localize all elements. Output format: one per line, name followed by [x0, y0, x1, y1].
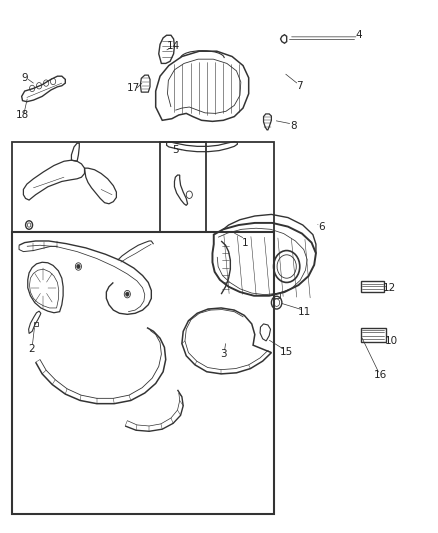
Text: 12: 12 [383, 283, 396, 293]
Text: 3: 3 [220, 349, 227, 359]
Text: 8: 8 [290, 120, 297, 131]
Text: 18: 18 [16, 110, 29, 120]
Bar [160, 142, 274, 232]
Text: 16: 16 [374, 370, 387, 381]
Text: 17: 17 [127, 83, 141, 93]
Bar [12, 232, 274, 514]
Text: 9: 9 [21, 73, 28, 83]
Text: 1: 1 [242, 238, 248, 247]
Text: 5: 5 [172, 144, 179, 155]
Text: 7: 7 [297, 81, 303, 91]
Text: 4: 4 [355, 30, 362, 41]
Text: 15: 15 [280, 346, 293, 357]
Text: 14: 14 [166, 41, 180, 51]
Text: 6: 6 [318, 222, 325, 232]
Text: 2: 2 [28, 344, 35, 354]
Bar [12, 142, 206, 232]
Circle shape [77, 264, 80, 269]
Text: 10: 10 [385, 336, 398, 346]
Text: 11: 11 [297, 306, 311, 317]
Circle shape [126, 292, 129, 296]
